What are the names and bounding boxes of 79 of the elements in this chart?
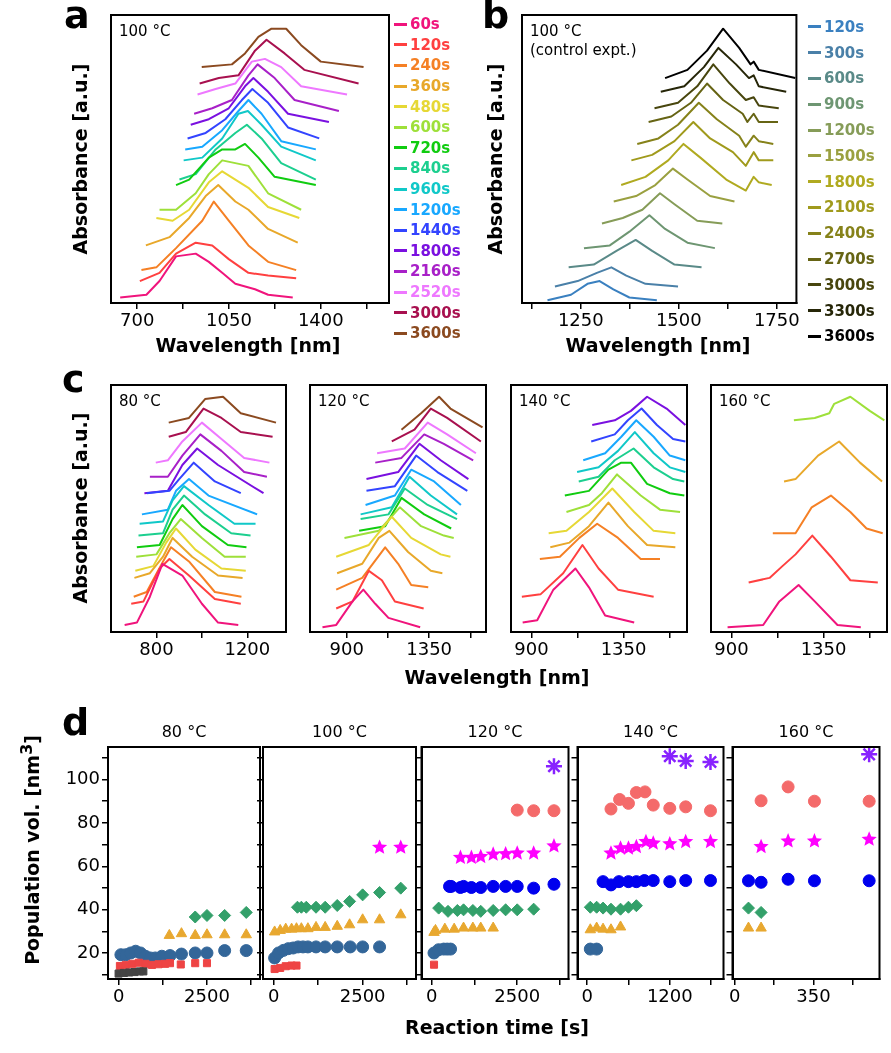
legend-label: 120s [824, 17, 865, 36]
legend-label: 60s [410, 15, 440, 34]
x-tick-label: 1200 [224, 638, 271, 660]
legend-label: 1200s [410, 200, 461, 219]
legend-label: 3000s [410, 303, 461, 322]
legend-label: 3300s [824, 301, 875, 320]
legend-label: 600s [410, 118, 451, 137]
legend-label: 1500s [824, 146, 875, 165]
text: a [64, 0, 90, 37]
x-axis-title: Wavelength [nm] [155, 334, 341, 356]
legend-label: 3600s [824, 327, 875, 346]
y-axis-title: Absorbance [a.u.] [484, 63, 506, 255]
x-tick-label: 900 [329, 638, 364, 660]
x-tick-label: 350 [796, 985, 831, 1007]
x-tick-label: 1750 [753, 309, 800, 331]
legend-label: 360s [410, 77, 451, 96]
annotation: 140 °C [519, 392, 571, 411]
legend-label: 840s [410, 159, 451, 178]
legend-label: 3000s [824, 275, 875, 294]
annotation: 120 °C [318, 392, 370, 411]
legend-label: 480s [410, 97, 451, 116]
annotation: 100 °C [119, 22, 171, 41]
legend-label: 1800s [824, 172, 875, 191]
x-tick-label: 2500 [494, 985, 541, 1007]
x-tick-label: 1400 [297, 309, 344, 331]
chart-title: 80 °C [161, 722, 207, 742]
x-axis-title: Wavelength [nm] [565, 334, 751, 356]
legend-label: 240s [410, 56, 451, 75]
legend-label: 300s [824, 43, 865, 62]
legend-label: 2160s [410, 262, 461, 281]
y-tick-label: 60 [77, 853, 100, 875]
x-tick-label: 900 [514, 638, 549, 660]
legend-label: 900s [824, 95, 865, 114]
legend-label: 2700s [824, 250, 875, 269]
x-tick-label: 0 [426, 985, 438, 1007]
annotation: 160 °C [719, 392, 771, 411]
x-tick-label: 1250 [557, 309, 604, 331]
x-tick-label: 1500 [655, 309, 702, 331]
legend-label: 720s [410, 138, 451, 157]
x-tick-label: 0 [267, 985, 280, 1007]
legend-label: 2100s [824, 198, 875, 217]
y-tick-label: 20 [77, 940, 100, 962]
x-tick-label: 0 [729, 985, 741, 1007]
chart-title: 160 °C [778, 722, 834, 742]
text: d [62, 700, 90, 744]
x-tick-label: 0 [581, 985, 593, 1007]
y-axis-title: Absorbance [a.u.] [69, 412, 91, 604]
chart-title: 120 °C [467, 722, 523, 742]
x-axis-title: Wavelength [nm] [404, 666, 590, 688]
y-tick-label: 40 [77, 897, 100, 919]
x-tick-label: 1350 [600, 638, 647, 660]
chart-title: 100 °C [312, 722, 367, 742]
y-tick-label: 100 [65, 767, 100, 789]
x-tick-label: 1200 [646, 985, 693, 1007]
annotation: 100 °C (control expt.) [530, 22, 637, 60]
text: c [62, 357, 85, 401]
x-tick-label: 1350 [406, 638, 453, 660]
x-tick-label: 700 [120, 309, 155, 331]
legend-label: 2520s [410, 283, 461, 302]
legend-label: 600s [824, 69, 865, 88]
legend-label: 3600s [410, 324, 461, 343]
legend-label: 1200s [824, 121, 875, 140]
x-tick-label: 1350 [800, 638, 847, 660]
x-axis-title: Reaction time [s] [405, 1016, 589, 1038]
x-tick-label: 800 [139, 638, 174, 660]
y-axis-title: Absorbance [a.u.] [69, 63, 91, 255]
legend-label: 120s [410, 35, 451, 54]
chart-title: 140 °C [623, 722, 678, 742]
x-tick-label: 2500 [184, 985, 230, 1007]
x-tick-label: 0 [112, 985, 125, 1007]
legend-label: 960s [410, 180, 451, 199]
annotation: 80 °C [119, 392, 161, 411]
y-tick-label: 80 [77, 810, 100, 832]
legend-label: 1800s [410, 241, 461, 260]
legend-label: 1440s [410, 221, 461, 240]
x-tick-label: 900 [714, 638, 749, 660]
x-tick-label: 1050 [206, 309, 252, 331]
x-tick-label: 2500 [339, 985, 386, 1007]
legend-label: 2400s [824, 224, 875, 243]
